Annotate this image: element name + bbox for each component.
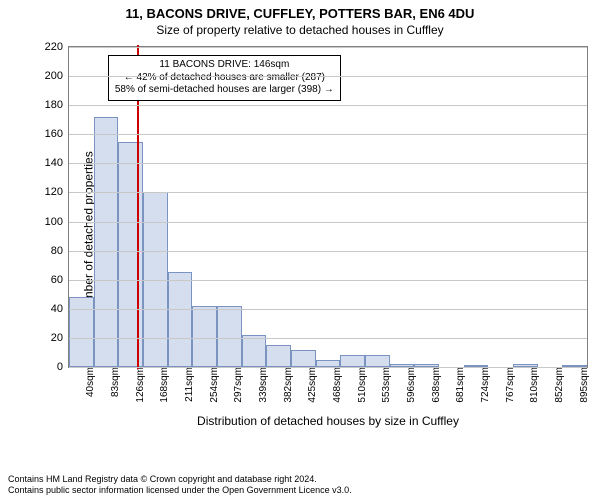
bar-slot: 40sqm <box>69 47 94 367</box>
x-tick-label: 254sqm <box>205 367 220 403</box>
x-tick-label: 382sqm <box>279 367 294 403</box>
footer: Contains HM Land Registry data © Crown c… <box>8 474 592 496</box>
bar <box>316 360 341 367</box>
y-tick-label: 40 <box>51 303 69 315</box>
bar-slot: 852sqm <box>538 47 563 367</box>
bar-slot: 810sqm <box>513 47 538 367</box>
y-tick-label: 180 <box>45 99 69 111</box>
y-tick-label: 200 <box>45 70 69 82</box>
annotation-line1: 11 BACONS DRIVE: 146sqm <box>115 59 334 72</box>
bar-slot: 895sqm <box>562 47 587 367</box>
x-tick-label: 211sqm <box>180 367 195 402</box>
gridline <box>69 338 587 339</box>
bar <box>340 355 365 367</box>
gridline <box>69 47 587 48</box>
x-axis-label: Distribution of detached houses by size … <box>68 414 588 428</box>
annotation-box: 11 BACONS DRIVE: 146sqm ← 42% of detache… <box>108 55 341 101</box>
bar <box>217 306 242 367</box>
x-tick-label: 339sqm <box>254 367 269 403</box>
bar-slot: 596sqm <box>390 47 415 367</box>
bar <box>118 142 143 367</box>
gridline <box>69 163 587 164</box>
bar <box>266 345 291 367</box>
y-tick-label: 60 <box>51 274 69 286</box>
x-tick-label: 638sqm <box>427 367 442 403</box>
x-tick-label: 681sqm <box>451 367 466 403</box>
bar <box>242 335 267 367</box>
gridline <box>69 192 587 193</box>
y-tick-label: 220 <box>45 41 69 53</box>
bar <box>94 117 119 367</box>
x-tick-label: 810sqm <box>525 367 540 403</box>
annotation-line3: 58% of semi-detached houses are larger (… <box>115 84 334 97</box>
x-tick-label: 596sqm <box>402 367 417 403</box>
y-tick-label: 100 <box>45 216 69 228</box>
y-tick-label: 160 <box>45 128 69 140</box>
footer-line2: Contains public sector information licen… <box>8 485 592 496</box>
plot-area: 40sqm83sqm126sqm168sqm211sqm254sqm297sqm… <box>68 46 588 368</box>
x-tick-label: 895sqm <box>575 367 590 403</box>
x-tick-label: 83sqm <box>106 367 121 397</box>
y-tick-label: 20 <box>51 332 69 344</box>
x-tick-label: 468sqm <box>328 367 343 403</box>
footer-line1: Contains HM Land Registry data © Crown c… <box>8 474 592 485</box>
x-tick-label: 297sqm <box>229 367 244 403</box>
bar-slot: 510sqm <box>340 47 365 367</box>
x-tick-label: 510sqm <box>353 367 368 403</box>
y-tick-label: 0 <box>57 361 69 373</box>
gridline <box>69 134 587 135</box>
bar <box>168 272 193 367</box>
bar <box>192 306 217 367</box>
x-tick-label: 126sqm <box>131 367 146 403</box>
gridline <box>69 76 587 77</box>
y-tick-label: 140 <box>45 157 69 169</box>
title-main: 11, BACONS DRIVE, CUFFLEY, POTTERS BAR, … <box>0 0 600 21</box>
bar-slot: 638sqm <box>414 47 439 367</box>
bar <box>291 350 316 367</box>
bar <box>69 297 94 367</box>
bar-slot: 767sqm <box>488 47 513 367</box>
x-tick-label: 425sqm <box>303 367 318 403</box>
bar-slot: 724sqm <box>464 47 489 367</box>
bar <box>365 355 390 367</box>
gridline <box>69 367 587 368</box>
bar-slot: 553sqm <box>365 47 390 367</box>
title-sub: Size of property relative to detached ho… <box>0 21 600 37</box>
bar-slot: 681sqm <box>439 47 464 367</box>
y-tick-label: 120 <box>45 186 69 198</box>
gridline <box>69 105 587 106</box>
gridline <box>69 251 587 252</box>
chart-area: Number of detached properties 40sqm83sqm… <box>0 38 600 430</box>
x-tick-label: 852sqm <box>550 367 565 403</box>
x-tick-label: 767sqm <box>501 367 516 403</box>
annotation-line2: ← 42% of detached houses are smaller (28… <box>115 72 334 85</box>
gridline <box>69 222 587 223</box>
gridline <box>69 280 587 281</box>
gridline <box>69 309 587 310</box>
y-tick-label: 80 <box>51 245 69 257</box>
x-tick-label: 168sqm <box>155 367 170 403</box>
x-tick-label: 553sqm <box>377 367 392 403</box>
x-tick-label: 40sqm <box>81 367 96 397</box>
x-tick-label: 724sqm <box>476 367 491 403</box>
